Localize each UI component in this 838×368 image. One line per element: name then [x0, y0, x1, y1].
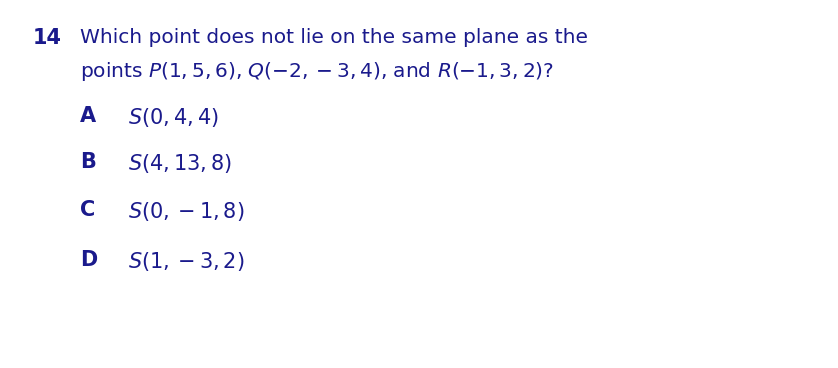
Text: Which point does not lie on the same plane as the: Which point does not lie on the same pla…: [80, 28, 588, 47]
Text: C: C: [80, 200, 96, 220]
Text: $\mathit{S}\left(4,13,8\right)$: $\mathit{S}\left(4,13,8\right)$: [128, 152, 232, 175]
Text: 14: 14: [33, 28, 62, 48]
Text: A: A: [80, 106, 96, 126]
Text: points $\mathit{P}\left(1,5,6\right)$, $\mathit{Q}\left(-2,-3,4\right)$, and $\m: points $\mathit{P}\left(1,5,6\right)$, $…: [80, 60, 554, 83]
Text: $\mathit{S}\left(0,-1,8\right)$: $\mathit{S}\left(0,-1,8\right)$: [128, 200, 245, 223]
Text: $\mathit{S}\left(0,4,4\right)$: $\mathit{S}\left(0,4,4\right)$: [128, 106, 219, 129]
Text: D: D: [80, 250, 97, 270]
Text: B: B: [80, 152, 96, 172]
Text: $\mathit{S}\left(1,-3,2\right)$: $\mathit{S}\left(1,-3,2\right)$: [128, 250, 245, 273]
